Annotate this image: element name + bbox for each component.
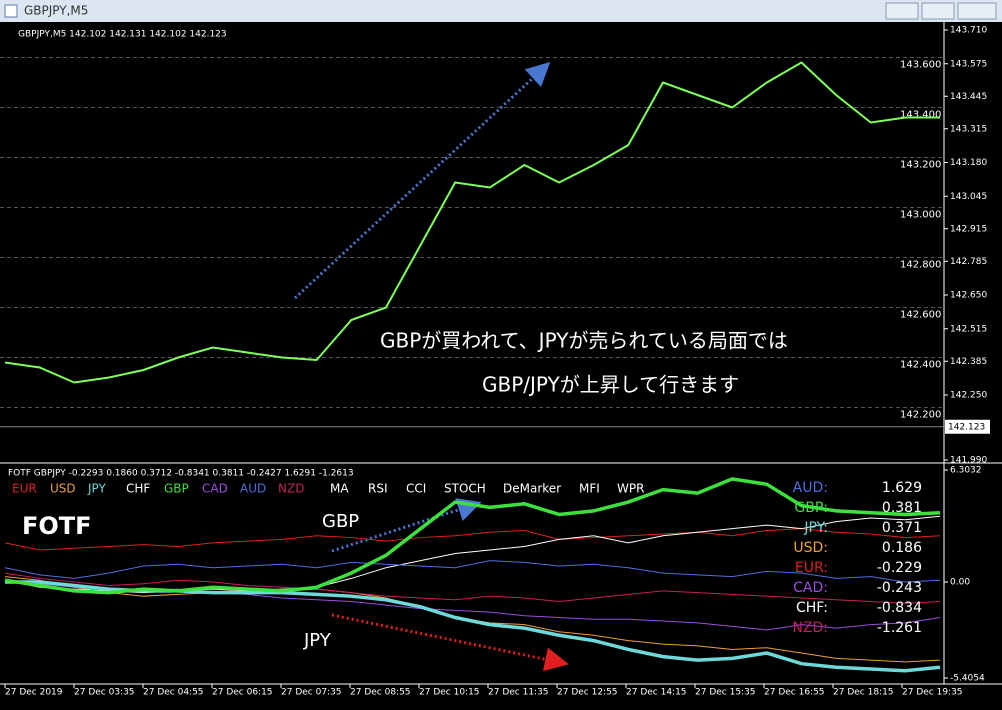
- indicator-label: FOTF: [22, 512, 92, 540]
- window-icon: [4, 4, 18, 18]
- price-header: GBPJPY,M5 142.102 142.131 142.102 142.12…: [18, 30, 227, 40]
- y-tick-label: 143.180: [950, 158, 987, 168]
- readout-value: -0.243: [877, 580, 922, 596]
- currency-button[interactable]: USD: [50, 482, 76, 496]
- indicator-button[interactable]: CCI: [406, 482, 426, 496]
- indicator-header: FOTF GBPJPY -0.2293 0.1860 0.3712 -0.834…: [8, 469, 354, 479]
- current-price-box: [945, 419, 990, 434]
- readout-value: 0.186: [882, 540, 922, 556]
- trend-arrow: [293, 61, 551, 300]
- y-tick-label: 143.710: [950, 26, 987, 36]
- x-tick-label: 27 Dec 04:55: [143, 688, 204, 698]
- x-tick-label: 27 Dec 06:15: [212, 688, 273, 698]
- gbp-arrow: [331, 498, 482, 553]
- grid-tick-label: 142.800: [900, 260, 941, 271]
- x-tick-label: 27 Dec 19:35: [902, 688, 963, 698]
- readout-label: CHF:: [796, 600, 828, 616]
- grid-tick-label: 143.000: [900, 210, 941, 221]
- indicator-button[interactable]: DeMarker: [503, 482, 561, 496]
- x-tick-label: 27 Dec 08:55: [350, 688, 411, 698]
- currency-button[interactable]: JPY: [87, 482, 107, 496]
- y-tick-label: 143.315: [950, 124, 987, 134]
- y-tick-label: 0.00: [950, 577, 970, 587]
- readout-label: JPY:: [803, 520, 828, 536]
- close-button[interactable]: [957, 2, 997, 20]
- readout-value: -1.261: [877, 620, 922, 636]
- readout-label: CAD:: [793, 580, 828, 596]
- x-tick-label: 27 Dec 10:15: [419, 688, 480, 698]
- x-tick-label: 27 Dec 07:35: [281, 688, 342, 698]
- grid-tick-label: 142.200: [900, 410, 941, 421]
- y-tick-label: 143.045: [950, 192, 987, 202]
- currency-button[interactable]: AUD: [240, 482, 266, 496]
- indicator-button[interactable]: MA: [330, 482, 349, 496]
- grid-tick-label: 142.600: [900, 310, 941, 321]
- indicator-line: [4, 528, 941, 551]
- title-bar: [0, 0, 1002, 22]
- x-tick-label: 27 Dec 12:55: [557, 688, 618, 698]
- current-price-label: 142.123: [948, 422, 985, 432]
- currency-button[interactable]: EUR: [12, 482, 37, 496]
- annotation: GBPが買われて、JPYが売られている局面では: [380, 329, 788, 353]
- x-tick-label: 27 Dec 11:35: [488, 688, 549, 698]
- readout-label: EUR:: [795, 560, 828, 576]
- window-title: GBPJPY,M5: [24, 4, 88, 18]
- grid-tick-label: 143.600: [900, 60, 941, 71]
- annotation: GBP/JPYが上昇して行きます: [482, 373, 739, 397]
- x-tick-label: 27 Dec 15:35: [695, 688, 756, 698]
- indicator-line: [4, 477, 941, 595]
- y-tick-label: 141.990: [950, 456, 987, 466]
- y-tick-label: 142.515: [950, 324, 987, 334]
- x-tick-label: 27 Dec 2019: [5, 688, 63, 698]
- y-tick-label: 143.575: [950, 59, 987, 69]
- y-tick-label: -5.4054: [950, 674, 985, 684]
- y-tick-label: 142.785: [950, 257, 987, 267]
- currency-button[interactable]: CAD: [202, 482, 228, 496]
- readout-value: -0.229: [877, 560, 922, 576]
- readout-value: 0.381: [882, 500, 922, 516]
- y-tick-label: 143.445: [950, 92, 987, 102]
- readout-label: GBP:: [794, 500, 828, 516]
- readout-value: 1.629: [882, 480, 922, 496]
- annotation: JPY: [303, 630, 332, 651]
- y-tick-label: 142.385: [950, 357, 987, 367]
- indicator-button[interactable]: WPR: [617, 482, 644, 496]
- minimize-button[interactable]: [885, 2, 919, 20]
- readout-label: USD:: [793, 540, 828, 556]
- y-tick-label: 142.650: [950, 291, 987, 301]
- readout-value: -0.834: [877, 600, 922, 616]
- y-tick-label: 142.250: [950, 391, 987, 401]
- y-tick-label: 6.3032: [950, 466, 982, 476]
- readout-label: NZD:: [792, 620, 828, 636]
- x-tick-label: 27 Dec 18:15: [833, 688, 894, 698]
- price-line: [4, 61, 940, 384]
- grid-tick-label: 142.400: [900, 360, 941, 371]
- currency-button[interactable]: NZD: [278, 482, 304, 496]
- jpy-arrow: [331, 613, 569, 672]
- x-tick-label: 27 Dec 14:15: [626, 688, 687, 698]
- grid-tick-label: 143.400: [900, 110, 941, 121]
- indicator-line: [4, 572, 941, 604]
- x-tick-label: 27 Dec 03:35: [74, 688, 135, 698]
- indicator-button[interactable]: STOCH: [444, 482, 486, 496]
- indicator-button[interactable]: RSI: [368, 482, 388, 496]
- indicator-line: [4, 560, 941, 583]
- grid-tick-label: 143.200: [900, 160, 941, 171]
- maximize-button[interactable]: [921, 2, 955, 20]
- currency-button[interactable]: GBP: [164, 482, 189, 496]
- x-tick-label: 27 Dec 16:55: [764, 688, 825, 698]
- annotation: GBP: [322, 511, 359, 532]
- indicator-button[interactable]: MFI: [579, 482, 600, 496]
- readout-label: AUD:: [793, 480, 828, 496]
- readout-value: 0.371: [882, 520, 922, 536]
- y-tick-label: 142.915: [950, 224, 987, 234]
- currency-button[interactable]: CHF: [126, 482, 150, 496]
